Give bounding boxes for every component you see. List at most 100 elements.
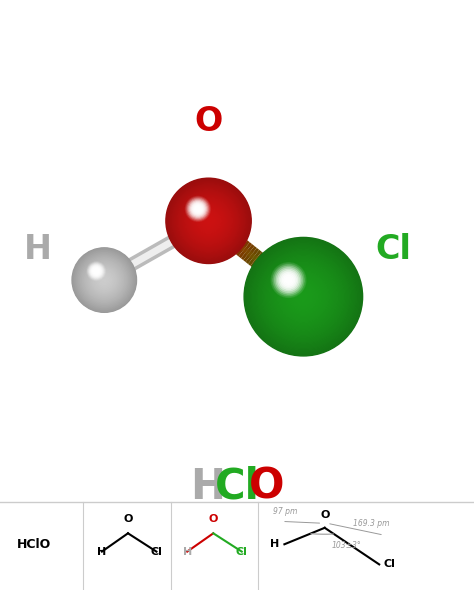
Circle shape: [252, 245, 354, 348]
Circle shape: [274, 266, 303, 294]
Circle shape: [285, 277, 292, 283]
Text: 169.3 pm: 169.3 pm: [353, 519, 389, 528]
Circle shape: [98, 274, 111, 287]
Circle shape: [170, 182, 247, 259]
Circle shape: [168, 181, 249, 261]
Circle shape: [102, 278, 106, 282]
Circle shape: [84, 260, 124, 300]
Circle shape: [294, 287, 313, 306]
Circle shape: [100, 276, 108, 284]
Circle shape: [180, 192, 237, 250]
Circle shape: [204, 217, 213, 225]
Circle shape: [254, 247, 353, 346]
Text: Cl: Cl: [150, 546, 163, 556]
Circle shape: [93, 268, 100, 274]
Circle shape: [173, 186, 244, 256]
Circle shape: [264, 258, 343, 336]
Circle shape: [190, 201, 206, 217]
Circle shape: [90, 265, 102, 277]
Circle shape: [93, 269, 115, 291]
Circle shape: [192, 205, 225, 237]
Circle shape: [172, 184, 245, 257]
Circle shape: [104, 280, 105, 281]
Text: H: H: [24, 233, 52, 266]
Circle shape: [285, 279, 321, 314]
Circle shape: [262, 255, 345, 338]
Circle shape: [99, 274, 110, 286]
Circle shape: [201, 213, 216, 228]
Circle shape: [77, 253, 131, 307]
Circle shape: [266, 260, 340, 333]
Circle shape: [282, 274, 295, 286]
Circle shape: [279, 271, 298, 290]
Circle shape: [202, 215, 215, 227]
Circle shape: [206, 218, 211, 224]
Circle shape: [186, 199, 231, 243]
Circle shape: [295, 289, 312, 305]
Circle shape: [73, 248, 136, 312]
Circle shape: [77, 253, 132, 308]
Circle shape: [251, 244, 356, 349]
Circle shape: [277, 269, 300, 291]
Circle shape: [284, 278, 322, 316]
Circle shape: [82, 258, 126, 302]
Circle shape: [287, 280, 320, 313]
Circle shape: [87, 263, 122, 297]
Circle shape: [95, 271, 113, 289]
Circle shape: [281, 272, 296, 288]
Circle shape: [258, 252, 348, 342]
Circle shape: [196, 206, 200, 211]
Circle shape: [279, 272, 328, 322]
Text: Cl: Cl: [375, 233, 411, 266]
Circle shape: [103, 279, 106, 281]
Text: 103±3°: 103±3°: [332, 540, 362, 550]
Circle shape: [89, 264, 120, 296]
Text: Cl: Cl: [384, 559, 396, 569]
Circle shape: [273, 266, 334, 327]
Circle shape: [79, 255, 129, 305]
Circle shape: [94, 270, 98, 273]
Circle shape: [246, 240, 360, 353]
Circle shape: [176, 188, 241, 253]
Circle shape: [195, 207, 222, 234]
Circle shape: [101, 277, 108, 283]
Circle shape: [193, 204, 202, 214]
Circle shape: [255, 248, 352, 345]
Circle shape: [202, 214, 215, 228]
Circle shape: [86, 261, 123, 299]
Circle shape: [277, 271, 329, 323]
Circle shape: [88, 264, 120, 296]
Circle shape: [80, 255, 129, 304]
Circle shape: [246, 238, 361, 355]
Circle shape: [191, 202, 205, 216]
Circle shape: [72, 248, 137, 312]
Circle shape: [91, 267, 118, 294]
Circle shape: [197, 209, 220, 233]
Circle shape: [177, 189, 240, 253]
Circle shape: [271, 265, 336, 329]
Circle shape: [88, 263, 105, 280]
Text: Cl: Cl: [236, 546, 248, 556]
Circle shape: [168, 180, 249, 262]
Circle shape: [280, 273, 327, 320]
Circle shape: [300, 293, 307, 300]
Circle shape: [99, 275, 109, 285]
Circle shape: [184, 196, 233, 245]
Circle shape: [167, 179, 250, 263]
Circle shape: [89, 263, 104, 279]
Circle shape: [188, 199, 208, 219]
Circle shape: [73, 249, 135, 311]
Circle shape: [249, 242, 358, 351]
Circle shape: [88, 263, 121, 297]
Circle shape: [85, 261, 124, 299]
Circle shape: [86, 262, 122, 298]
Circle shape: [96, 272, 113, 289]
Circle shape: [208, 220, 210, 222]
Circle shape: [95, 270, 114, 290]
Text: Cl: Cl: [215, 466, 259, 508]
Circle shape: [275, 268, 332, 325]
Circle shape: [299, 292, 308, 301]
Circle shape: [95, 270, 97, 272]
Circle shape: [205, 218, 212, 224]
Circle shape: [270, 264, 337, 330]
